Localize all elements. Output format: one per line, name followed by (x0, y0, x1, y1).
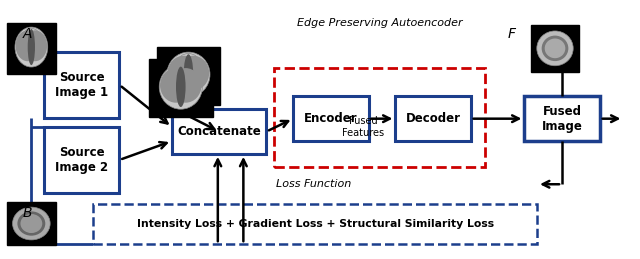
FancyBboxPatch shape (524, 96, 600, 141)
Ellipse shape (28, 29, 35, 65)
Ellipse shape (15, 27, 48, 67)
Text: Edge Preserving Autoencoder: Edge Preserving Autoencoder (296, 18, 462, 28)
Text: $F$: $F$ (506, 27, 516, 41)
FancyBboxPatch shape (93, 204, 537, 244)
Text: Encoder: Encoder (304, 112, 358, 125)
Text: Fused
Features: Fused Features (342, 116, 385, 138)
Ellipse shape (537, 31, 573, 66)
FancyBboxPatch shape (44, 52, 120, 118)
Text: $A$: $A$ (22, 27, 33, 41)
Text: Source
Image 1: Source Image 1 (55, 71, 108, 99)
FancyBboxPatch shape (172, 109, 266, 154)
Text: Source
Image 2: Source Image 2 (55, 146, 108, 174)
Ellipse shape (178, 54, 199, 69)
Text: Fused
Image: Fused Image (541, 105, 582, 133)
FancyBboxPatch shape (7, 202, 56, 245)
Ellipse shape (184, 54, 193, 95)
Ellipse shape (541, 35, 568, 61)
Ellipse shape (545, 39, 565, 58)
Ellipse shape (170, 68, 202, 103)
Ellipse shape (159, 64, 202, 109)
Ellipse shape (20, 214, 42, 233)
Ellipse shape (15, 30, 40, 61)
Ellipse shape (13, 207, 50, 240)
Ellipse shape (160, 68, 192, 103)
Ellipse shape (24, 28, 39, 42)
FancyBboxPatch shape (7, 23, 56, 74)
Ellipse shape (176, 67, 186, 107)
FancyBboxPatch shape (396, 96, 470, 141)
Ellipse shape (168, 56, 200, 90)
Text: Intensity Loss + Gradient Loss + Structural Similarity Loss: Intensity Loss + Gradient Loss + Structu… (137, 219, 494, 229)
Text: Loss Function: Loss Function (276, 179, 351, 189)
Text: Concatenate: Concatenate (177, 125, 261, 138)
Text: Decoder: Decoder (406, 112, 461, 125)
Ellipse shape (177, 56, 209, 90)
FancyBboxPatch shape (293, 96, 369, 141)
Ellipse shape (170, 66, 191, 82)
Ellipse shape (17, 211, 45, 236)
FancyBboxPatch shape (149, 59, 212, 117)
Ellipse shape (23, 30, 47, 61)
Ellipse shape (167, 52, 210, 97)
Text: $B$: $B$ (22, 206, 33, 220)
FancyBboxPatch shape (157, 47, 220, 105)
FancyBboxPatch shape (531, 25, 579, 71)
FancyBboxPatch shape (44, 127, 120, 193)
